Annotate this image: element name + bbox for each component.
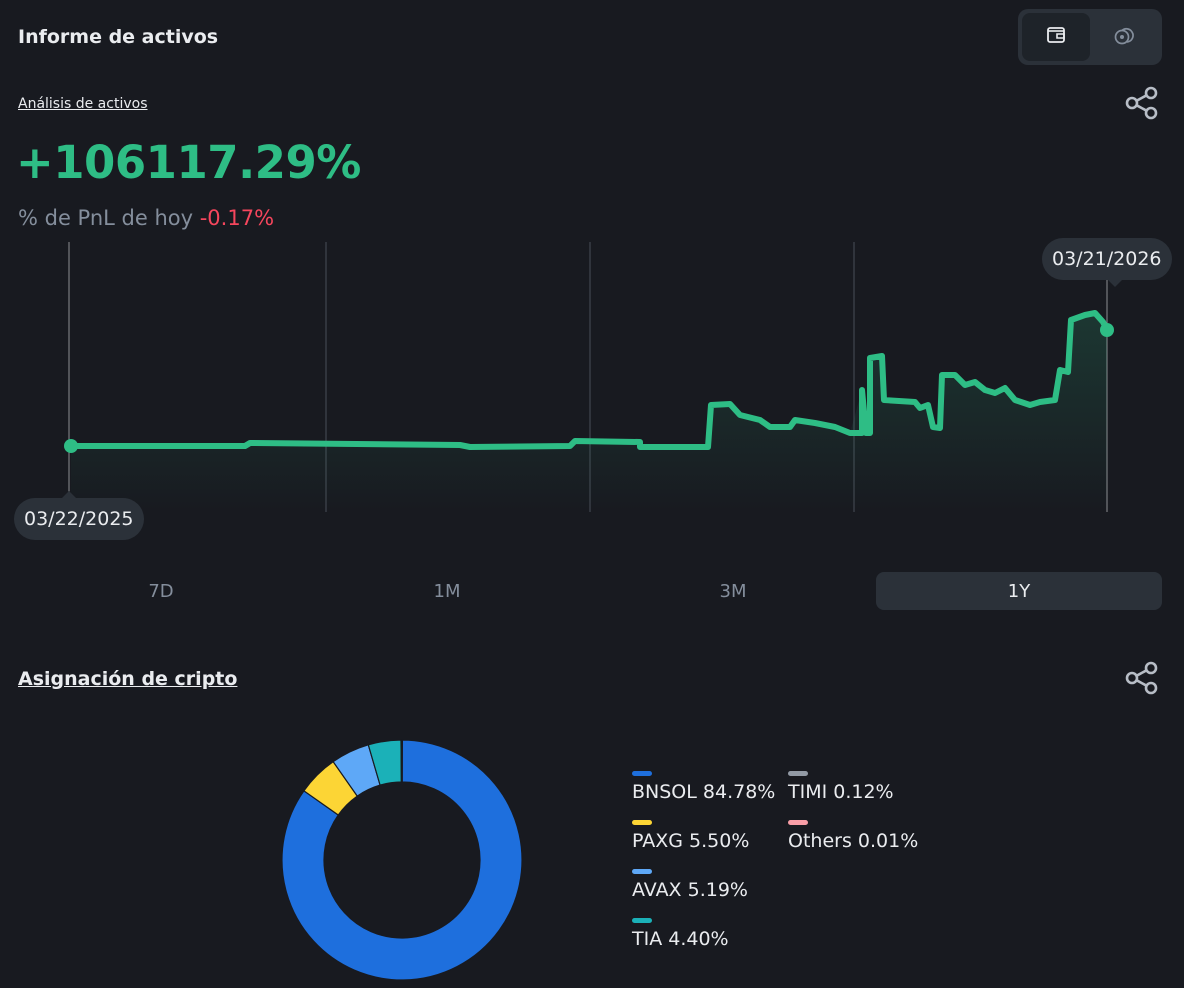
crypto-allocation-link[interactable]: Asignación de cripto [18,668,238,690]
start-date-badge: 03/22/2025 [14,491,144,540]
range-3m[interactable]: 3M [719,580,747,602]
share-icon [1125,661,1159,699]
pnl-line [68,310,1110,450]
legend-label: PAXG 5.50% [632,830,750,852]
allocation-donut[interactable] [281,739,523,981]
asset-analysis-link[interactable]: Análisis de activos [18,96,148,112]
total-pnl-percent: +106117.29% [16,136,361,189]
donut-slice-bnsol[interactable] [281,739,523,981]
today-pnl-label: % de PnL de hoy [18,206,194,230]
legend-item-avax: AVAX 5.19% [632,869,782,901]
legend-label: AVAX 5.19% [632,879,748,901]
legend-label: TIA 4.40% [632,928,729,950]
legend-swatch [632,918,652,923]
range-1m[interactable]: 1M [433,580,461,602]
start-point [64,439,78,453]
legend-swatch [632,820,652,825]
legend-swatch [788,771,808,776]
legend-swatch [632,771,652,776]
page-title: Informe de activos [18,26,219,48]
coins-icon [1113,25,1135,49]
view-toggle[interactable] [1018,9,1162,65]
range-7d[interactable]: 7D [148,580,174,602]
legend-label: TIMI 0.12% [788,781,894,803]
today-pnl: % de PnL de hoy -0.17% [18,206,274,230]
legend-item-others: Others 0.01% [788,820,938,852]
share-allocation-button[interactable] [1124,661,1160,699]
range-1y[interactable]: 1Y [876,572,1162,610]
wallet-icon [1046,26,1066,48]
coins-view-button[interactable] [1090,13,1158,61]
allocation-legend: BNSOL 84.78% PAXG 5.50% AVAX 5.19% TIA 4… [632,771,952,981]
legend-item-paxg: PAXG 5.50% [632,820,782,852]
legend-item-timi: TIMI 0.12% [788,771,938,803]
start-date-label: 03/22/2025 [24,508,134,530]
today-pnl-value: -0.17% [199,206,275,230]
pnl-chart-svg [64,242,1114,512]
range-selector[interactable]: 7D 1M 3M 1Y [18,572,1162,610]
legend-swatch [632,869,652,874]
legend-item-tia: TIA 4.40% [632,918,782,950]
share-analysis-button[interactable] [1124,86,1160,124]
wallet-view-button[interactable] [1022,13,1090,61]
pnl-area [71,313,1107,512]
legend-label: BNSOL 84.78% [632,781,776,803]
legend-swatch [788,820,808,825]
end-point [1100,323,1114,337]
pnl-chart[interactable]: 03/22/2025 03/21/2026 [0,230,1184,560]
share-icon [1125,86,1159,124]
end-date-label: 03/21/2026 [1052,248,1162,270]
end-date-badge: 03/21/2026 [1042,238,1172,287]
allocation-donut-svg [281,739,523,981]
legend-label: Others 0.01% [788,830,919,852]
legend-item-bnsol: BNSOL 84.78% [632,771,782,803]
